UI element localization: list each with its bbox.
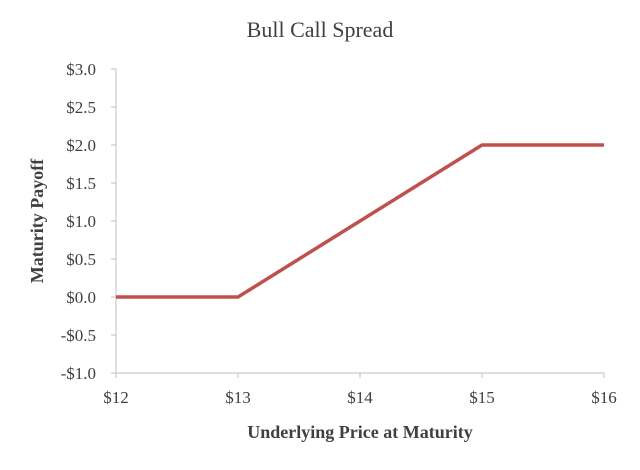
y-tick-label: $2.0 [66,136,96,155]
y-tick-label: $3.0 [66,60,96,79]
x-tick-label: $12 [103,388,129,407]
y-axis-ticks: -$1.0 -$0.5 $0.0 $0.5 $1.0 $1.5 $2.0 $2.5 $3.0 [61,60,116,383]
x-axis-title: Underlying Price at Maturity [247,422,472,442]
y-tick-label: $0.5 [66,250,96,269]
y-tick-label: $1.5 [66,174,96,193]
y-axis-title: Maturity Payoff [27,158,47,283]
series-layer [116,143,604,299]
y-tick-label: $0.0 [66,288,96,307]
y-tick-label: $2.5 [66,98,96,117]
x-tick-label: $14 [347,388,373,407]
series-line [116,143,604,299]
x-tick-label: $16 [591,388,617,407]
chart-title: Bull Call Spread [247,17,394,42]
x-tick-label: $15 [469,388,495,407]
y-tick-label: -$0.5 [61,326,96,345]
y-tick-label: $1.0 [66,212,96,231]
x-tick-label: $13 [225,388,251,407]
x-axis-ticks: $12 $13 $14 $15 $16 [103,373,617,407]
y-tick-label: -$1.0 [61,364,96,383]
